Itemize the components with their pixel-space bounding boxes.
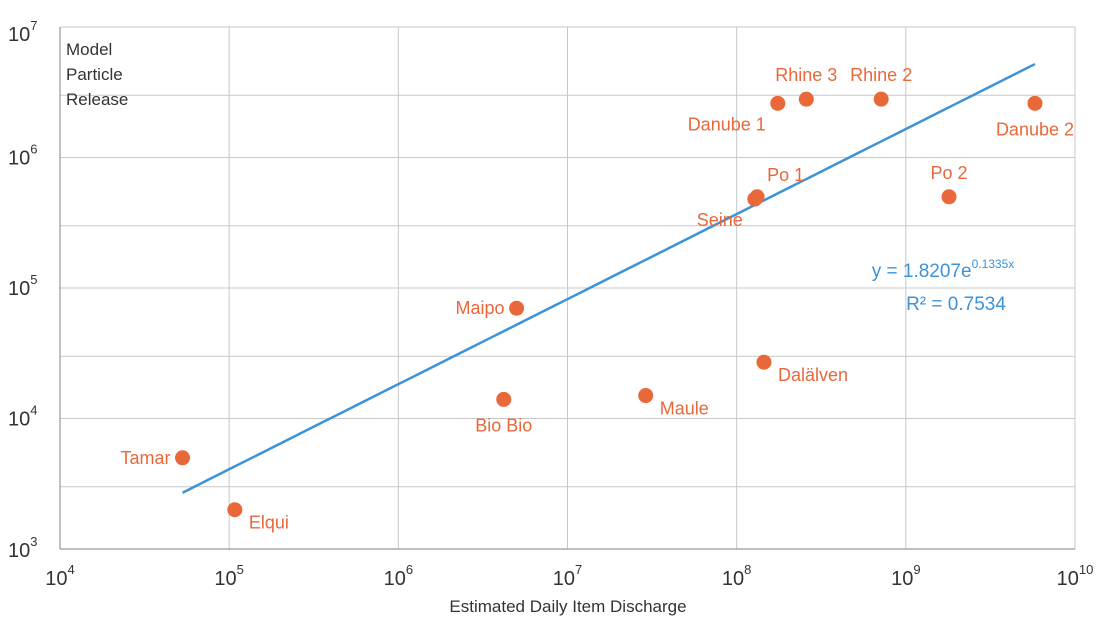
data-label: Danube 2: [996, 119, 1074, 139]
data-label: Seine: [697, 210, 743, 230]
data-label: Po 1: [767, 165, 804, 185]
data-point: [749, 189, 765, 205]
data-label: Bio Bio: [475, 415, 532, 435]
data-point: [798, 91, 814, 107]
y-tick-label: 107: [8, 18, 37, 46]
y-axis-label-line: Model: [66, 40, 112, 59]
x-tick-label: 106: [384, 562, 413, 590]
data-label: Po 2: [931, 163, 968, 183]
data-point: [1027, 95, 1043, 111]
data-point: [941, 189, 957, 205]
data-point: [509, 300, 525, 316]
data-point: [496, 391, 512, 407]
data-point: [770, 95, 786, 111]
y-axis-label-line: Particle: [66, 65, 123, 84]
x-tick-label: 107: [553, 562, 582, 590]
data-label: Rhine 2: [850, 65, 912, 85]
x-tick-label: 108: [722, 562, 751, 590]
x-tick-label: 104: [45, 562, 74, 590]
data-label: Maipo: [456, 298, 505, 318]
data-label: Tamar: [121, 448, 171, 468]
data-point: [873, 91, 889, 107]
data-label: Dalälven: [778, 365, 848, 385]
equation-prefix: y = 1.8207e: [872, 261, 972, 282]
y-tick-label: 104: [8, 403, 37, 431]
data-points: [175, 91, 1043, 518]
equation-exponent: 0.1335x: [972, 257, 1015, 271]
data-point: [227, 502, 243, 518]
data-labels: Tamar Elqui Maipo Bio Bio Maule Dalälven Seine…: [121, 65, 1075, 533]
data-label: Maule: [660, 399, 709, 419]
y-tick-labels: 103 104 105 106 107: [8, 18, 37, 562]
trendline-equation-text: y = 1.8207e0.1335x: [872, 257, 1015, 282]
trendline-equation: y = 1.8207e0.1335x R² = 0.7534: [872, 257, 1015, 315]
y-axis-label: Model Particle Release: [66, 40, 128, 109]
data-label: Danube 1: [688, 114, 766, 134]
y-tick-label: 105: [8, 272, 37, 300]
x-tick-label: 109: [891, 562, 920, 590]
grid: [60, 26, 1076, 549]
x-axis-label: Estimated Daily Item Discharge: [449, 597, 686, 616]
data-point: [756, 354, 772, 370]
y-tick-label: 106: [8, 142, 37, 170]
data-point: [175, 450, 191, 466]
trendline: [181, 62, 1036, 494]
y-axis-label-line: Release: [66, 90, 128, 109]
trendline-r2-text: R² = 0.7534: [906, 294, 1006, 315]
axes: [59, 27, 1075, 550]
y-tick-label: 103: [8, 534, 37, 562]
x-tick-label: 105: [214, 562, 243, 590]
data-point: [638, 388, 654, 404]
x-tick-labels: 104 105 106 107 108 109 1010: [45, 562, 1093, 590]
x-tick-label: 1010: [1057, 562, 1094, 590]
data-label: Elqui: [249, 513, 289, 533]
data-label: Rhine 3: [775, 65, 837, 85]
